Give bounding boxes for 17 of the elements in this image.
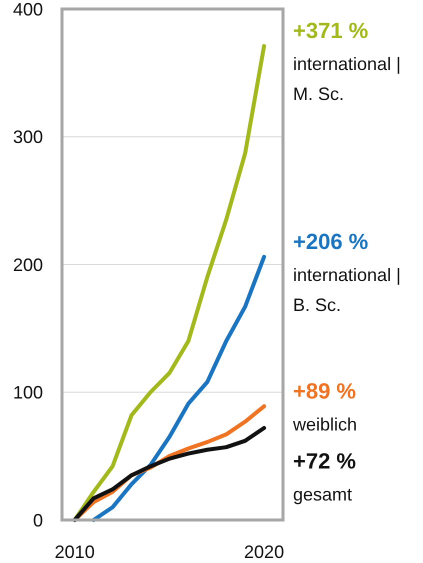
x-tick-label: 2010 [54, 542, 95, 562]
y-tick-label: 300 [12, 127, 43, 148]
series-label: weiblich [292, 414, 358, 434]
text: +371 % [293, 18, 368, 44]
x-tick-label: 2020 [244, 542, 284, 562]
y-tick-label: 400 [12, 0, 43, 20]
text: +206 % [293, 228, 368, 254]
y-tick-label: 200 [12, 254, 43, 275]
text: +72 % [293, 448, 356, 474]
text: +89 % [293, 378, 356, 404]
text: gesamt [293, 484, 352, 504]
line-series [92, 254, 266, 522]
line-series [72, 426, 266, 522]
series-label: international | M. Sc. [293, 54, 401, 104]
y-tick-label: 100 [12, 382, 43, 403]
y-tick-label: 0 [32, 510, 43, 530]
series-label: international | B. Sc. [293, 264, 401, 315]
